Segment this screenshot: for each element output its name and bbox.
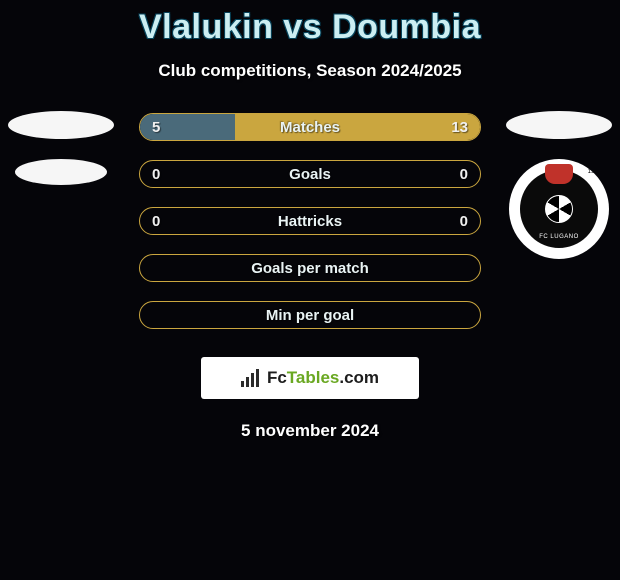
placeholder-ellipse [8, 111, 114, 139]
left-player-badges [8, 111, 114, 185]
bar-label: Goals per match [251, 260, 369, 277]
club-logo-inner: FC LUGANO [518, 168, 600, 250]
brand-prefix: Fc [267, 368, 287, 387]
brand-mid: Tables [287, 368, 340, 387]
bar-value-left: 0 [152, 213, 160, 230]
stat-bar: Goals per match [139, 254, 481, 282]
stat-bar: 5 Matches 13 [139, 113, 481, 141]
bar-value-right: 13 [451, 119, 468, 136]
bar-value-left: 0 [152, 166, 160, 183]
comparison-area: 1908 FC LUGANO 5 Matches 13 0 Goals 0 0 Hattric… [0, 113, 620, 441]
bar-label: Goals [289, 166, 331, 183]
page-subtitle: Club competitions, Season 2024/2025 [0, 61, 620, 81]
bar-value-right: 0 [460, 166, 468, 183]
stat-bar: 0 Hattricks 0 [139, 207, 481, 235]
bars-chart-icon [241, 369, 263, 387]
brand-suffix: .com [339, 368, 379, 387]
club-year: 1908 [588, 169, 601, 175]
header: Vlalukin vs Doumbia Club competitions, S… [0, 0, 620, 81]
stat-bar: Min per goal [139, 301, 481, 329]
bar-value-right: 0 [460, 213, 468, 230]
date-label: 5 november 2024 [0, 421, 620, 441]
stat-bars: 5 Matches 13 0 Goals 0 0 Hattricks 0 Goals per ma… [139, 113, 481, 329]
placeholder-ellipse [15, 159, 107, 185]
page-title: Vlalukin vs Doumbia [0, 8, 620, 47]
placeholder-ellipse [506, 111, 612, 139]
bar-fill-right [235, 114, 480, 140]
bar-label: Min per goal [266, 307, 354, 324]
club-name: FC LUGANO [539, 234, 579, 240]
bar-value-left: 5 [152, 119, 160, 136]
brand-text: FcTables.com [267, 368, 379, 388]
club-logo: 1908 FC LUGANO [509, 159, 609, 259]
right-player-badges: 1908 FC LUGANO [506, 111, 612, 259]
bar-label: Matches [280, 119, 340, 136]
soccer-ball-icon [545, 195, 573, 223]
bar-label: Hattricks [278, 213, 342, 230]
brand-badge[interactable]: FcTables.com [201, 357, 419, 399]
club-crest-icon [545, 164, 573, 184]
stat-bar: 0 Goals 0 [139, 160, 481, 188]
